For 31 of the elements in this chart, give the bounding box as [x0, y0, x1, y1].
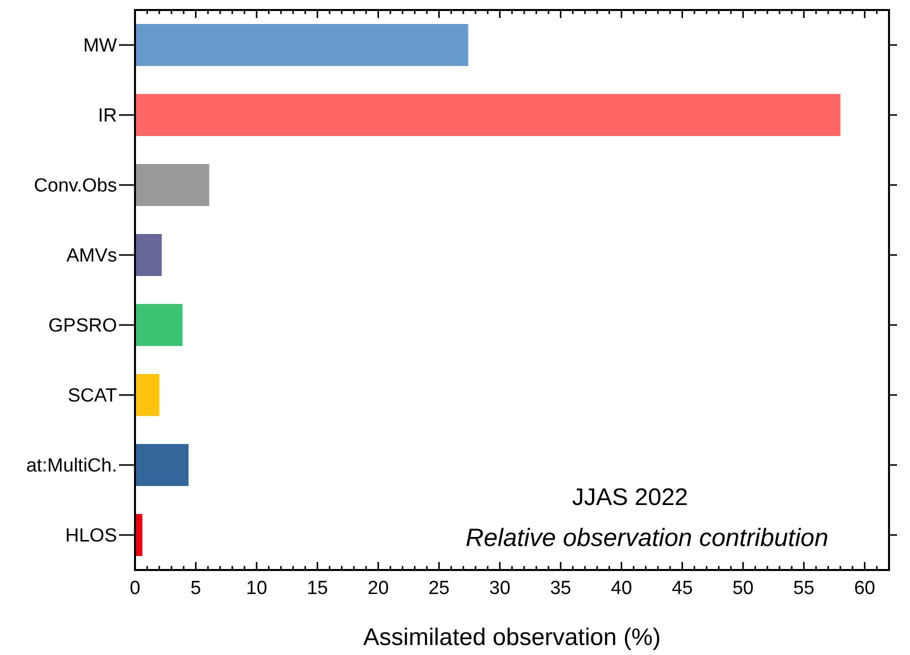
y-tick-label: at:MultiCh. [26, 456, 117, 477]
x-tick-label: 0 [130, 578, 140, 599]
x-tick-label: 25 [428, 578, 450, 599]
y-tick-label: AMVs [66, 246, 117, 267]
bar [135, 234, 162, 276]
x-tick-label: 20 [368, 578, 389, 599]
bar [135, 24, 468, 66]
x-tick-label: 40 [610, 578, 632, 599]
y-tick-label: IR [98, 106, 117, 127]
y-tick-label: GPSRO [48, 316, 117, 337]
x-tick-label: 35 [550, 578, 572, 599]
bar [135, 164, 210, 206]
x-tick-label: 15 [306, 578, 328, 599]
x-tick-label: 60 [854, 578, 876, 599]
bar [135, 94, 840, 136]
bar [135, 374, 160, 416]
x-tick-label: 30 [489, 578, 510, 599]
x-tick-label: 10 [246, 578, 268, 599]
y-tick-label: MW [83, 36, 118, 57]
x-tick-label: 5 [190, 578, 202, 599]
x-tick-label: 55 [793, 578, 814, 599]
y-tick-label: SCAT [68, 386, 118, 407]
bar [135, 304, 182, 346]
y-tick-label: Conv.Obs [34, 176, 117, 197]
annotation: JJAS 2022 [572, 484, 688, 511]
bar [135, 444, 189, 486]
x-tick-label: 50 [732, 578, 754, 599]
y-tick-label: HLOS [65, 526, 117, 547]
x-axis-title: Assimilated observation (%) [363, 624, 661, 651]
annotation: Relative observation contribution [466, 524, 828, 552]
x-tick-label: 45 [672, 578, 693, 599]
